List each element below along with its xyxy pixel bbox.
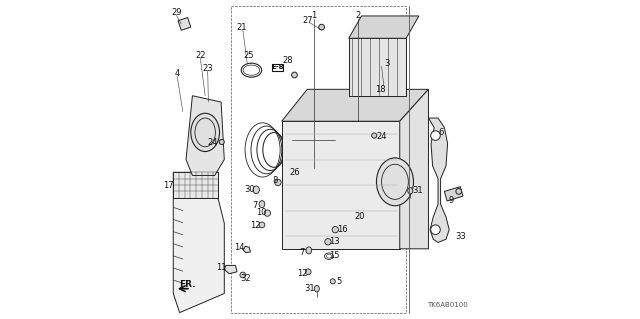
Ellipse shape [324,239,331,245]
Ellipse shape [253,186,259,194]
Polygon shape [282,121,400,249]
Text: E-8: E-8 [271,64,284,70]
Bar [271,64,283,71]
Ellipse shape [259,201,265,208]
Text: 11: 11 [216,263,227,272]
Text: 16: 16 [337,225,348,234]
Ellipse shape [408,188,413,194]
Polygon shape [178,18,191,30]
Text: 21: 21 [237,23,247,32]
Polygon shape [349,38,406,96]
Text: 25: 25 [244,51,254,60]
Ellipse shape [264,210,271,216]
Text: 7: 7 [252,201,258,210]
Text: 15: 15 [329,251,340,260]
Ellipse shape [294,165,304,173]
Ellipse shape [240,272,246,278]
Text: 4: 4 [175,69,180,78]
Text: 17: 17 [163,181,174,189]
Ellipse shape [275,179,281,186]
Ellipse shape [372,133,377,138]
Text: 2: 2 [356,11,361,20]
Ellipse shape [191,113,220,152]
Text: 10: 10 [256,208,266,217]
Text: 6: 6 [438,128,444,137]
Text: 28: 28 [282,56,292,65]
Text: 24: 24 [208,138,218,147]
Ellipse shape [431,225,440,234]
Ellipse shape [456,189,461,194]
Bar [230,6,406,313]
Text: FR.: FR. [179,280,196,289]
Ellipse shape [319,24,324,30]
Polygon shape [428,118,449,242]
Text: 27: 27 [303,16,313,25]
Text: 22: 22 [195,51,205,60]
Text: 1: 1 [311,11,316,20]
Ellipse shape [431,131,440,140]
Text: 3: 3 [384,59,390,68]
Ellipse shape [330,279,335,284]
Text: 23: 23 [202,64,213,73]
Ellipse shape [292,112,335,169]
Polygon shape [444,187,463,201]
Text: 18: 18 [375,85,386,94]
Text: 12: 12 [250,221,261,230]
Text: 14: 14 [234,243,245,252]
Text: 13: 13 [329,237,340,246]
Text: TK6AB0100: TK6AB0100 [428,302,468,308]
Text: 7: 7 [300,249,305,257]
Polygon shape [243,246,250,253]
Text: 20: 20 [355,212,365,221]
Text: 33: 33 [456,232,467,241]
Polygon shape [186,96,224,175]
Ellipse shape [259,222,265,228]
Text: 31: 31 [412,186,422,195]
Polygon shape [400,89,428,249]
Text: 9: 9 [449,196,454,205]
Ellipse shape [306,247,312,254]
Ellipse shape [305,269,311,275]
Bar [173,172,218,198]
Polygon shape [349,16,419,38]
Text: 5: 5 [337,277,342,286]
Text: 31: 31 [305,284,315,293]
Ellipse shape [314,286,319,292]
Ellipse shape [376,158,413,206]
Polygon shape [173,198,224,313]
Text: 26: 26 [289,168,300,177]
Text: 30: 30 [244,185,255,194]
Text: 12: 12 [297,269,308,278]
Ellipse shape [219,139,224,145]
Polygon shape [224,265,237,274]
Ellipse shape [332,226,339,233]
Ellipse shape [292,72,298,78]
Polygon shape [282,89,428,121]
Text: 32: 32 [241,274,252,283]
Text: 29: 29 [172,8,182,17]
Text: 8: 8 [272,176,277,185]
Text: 24: 24 [376,132,387,141]
